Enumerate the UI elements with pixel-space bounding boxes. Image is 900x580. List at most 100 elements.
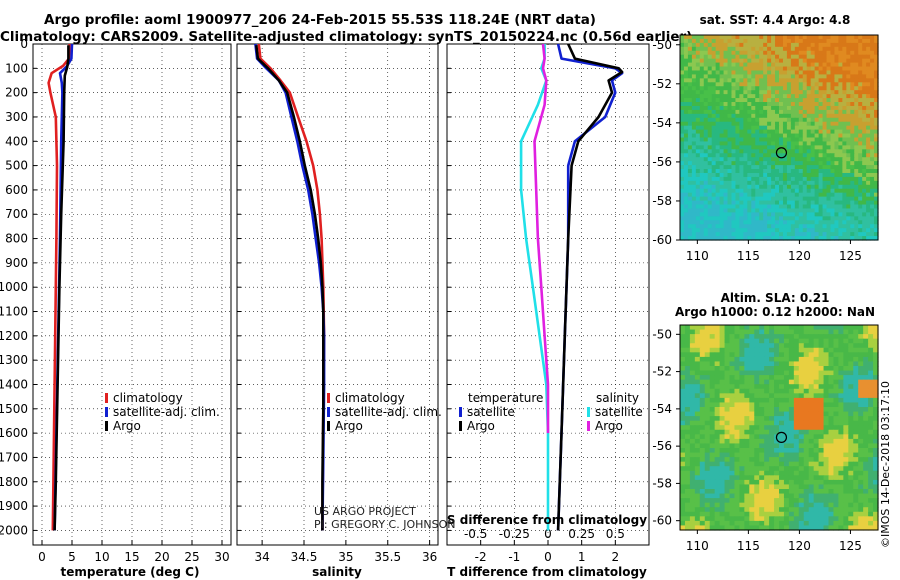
map-cell <box>707 133 713 139</box>
map-cell <box>684 502 691 508</box>
map-cell <box>771 70 776 76</box>
map-cell <box>850 200 855 206</box>
map-cell <box>751 74 756 79</box>
map-cell <box>806 220 812 225</box>
map-cell <box>699 356 706 363</box>
map-cell <box>838 366 844 372</box>
map-cell <box>822 208 828 213</box>
map-cell <box>833 397 839 404</box>
map-cell <box>826 98 832 103</box>
map-cell <box>782 70 788 76</box>
map-cell <box>764 420 770 426</box>
map-cell <box>846 38 851 44</box>
map-cell <box>806 70 812 76</box>
map-cell <box>783 525 790 531</box>
map-cell <box>747 180 752 186</box>
map-cell <box>846 204 851 210</box>
map-cell <box>779 176 784 182</box>
map-cell <box>818 66 824 72</box>
map-cell <box>723 66 729 72</box>
map-cell <box>802 141 808 146</box>
map-cell <box>731 105 737 111</box>
map-cell <box>769 520 775 527</box>
map-cell <box>707 212 713 217</box>
map-cell <box>763 121 768 127</box>
map-cell <box>843 352 849 358</box>
map-cell <box>759 196 764 202</box>
map-cell <box>826 224 832 229</box>
map-cell <box>735 98 740 103</box>
map-cell <box>846 50 851 56</box>
map-cell <box>866 216 871 221</box>
map-cell <box>734 457 740 463</box>
map-cell <box>788 338 795 344</box>
map-cell <box>870 125 875 131</box>
map-cell <box>802 157 808 162</box>
map-cell <box>684 457 691 463</box>
map-cell <box>858 204 863 210</box>
map-cell <box>823 498 830 504</box>
map-cell <box>687 133 693 139</box>
map-cell <box>813 352 820 358</box>
map-cell <box>759 516 765 522</box>
map-cell <box>771 66 776 72</box>
map-cell <box>854 82 859 87</box>
map-cell <box>814 196 820 202</box>
legend-label-satellite: satellite-adj. clim. <box>113 405 220 419</box>
map-cell <box>755 42 760 48</box>
map-cell <box>798 149 804 154</box>
map-cell <box>724 489 731 495</box>
map-cell <box>808 397 815 404</box>
map-cell <box>842 176 847 182</box>
map-cell <box>853 429 859 435</box>
map-cell <box>858 375 864 381</box>
map-cell <box>739 489 745 495</box>
map-cell <box>724 461 731 467</box>
map-cell <box>715 161 721 166</box>
map-cell <box>699 416 706 422</box>
map-cell <box>866 188 871 194</box>
series-t-argo <box>556 43 624 531</box>
map-cell <box>751 232 756 237</box>
map-cell <box>834 192 839 198</box>
map-cell <box>830 58 836 64</box>
map-cell <box>723 220 729 225</box>
map-cell <box>848 402 854 408</box>
map-cell <box>715 82 721 87</box>
map-cell <box>709 375 716 381</box>
map-cell <box>858 466 864 472</box>
map-cell <box>858 452 864 458</box>
map-x-tick-label: 110 <box>686 539 709 553</box>
map-cell <box>689 402 696 408</box>
map-cell <box>747 133 752 139</box>
map-cell <box>843 325 849 331</box>
map-cell <box>818 475 825 481</box>
map-cell <box>862 184 867 190</box>
map-cell <box>850 172 855 178</box>
map-cell <box>683 94 689 99</box>
map-cell <box>751 172 756 178</box>
map-cell <box>874 129 879 135</box>
map-cell <box>826 204 832 210</box>
map-cell <box>687 46 693 52</box>
map-cell <box>754 434 760 440</box>
sla-map-title-line-2: Argo h1000: 0.12 h2000: NaN <box>675 305 875 319</box>
map-cell <box>699 161 705 166</box>
map-cell <box>751 54 756 60</box>
map-cell <box>769 420 775 426</box>
map-cell <box>870 58 875 64</box>
map-cell <box>739 466 745 472</box>
depth-tick-label: 0 <box>20 37 28 51</box>
map-cell <box>798 402 805 408</box>
map-cell <box>822 216 828 221</box>
map-cell <box>689 352 696 358</box>
map-cell <box>833 325 839 331</box>
map-cell <box>695 102 701 107</box>
map-cell <box>731 204 737 210</box>
map-cell <box>838 438 844 445</box>
map-cell <box>759 102 764 107</box>
map-cell <box>764 498 770 504</box>
map-cell <box>779 329 785 335</box>
top-tick-label: -0.5 <box>464 527 487 541</box>
map-cell <box>707 137 713 143</box>
